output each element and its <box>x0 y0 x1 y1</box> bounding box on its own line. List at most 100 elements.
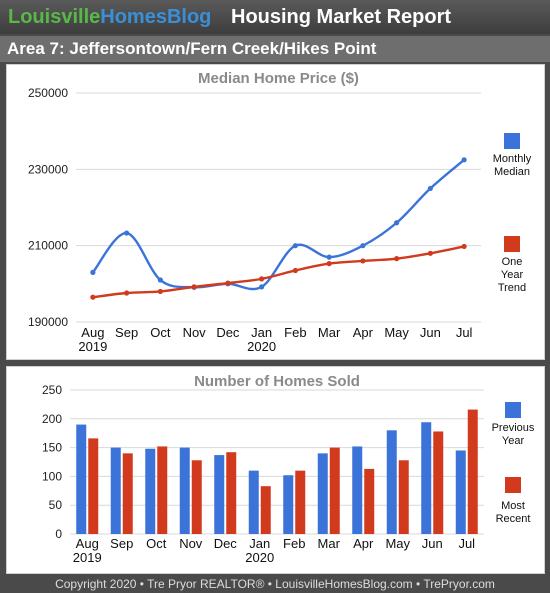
x-tick-label-feb: Feb <box>284 325 306 340</box>
data-point-monthly-median-jul <box>461 157 467 163</box>
chart-title: Number of Homes Sold <box>194 373 360 390</box>
x-tick-label-sep: Sep <box>110 536 133 551</box>
x-tick-label-jun: Jun <box>420 325 441 340</box>
legend-label-one-year-trend: Year <box>501 269 524 281</box>
logo-text-louisville: Louisville <box>8 6 101 28</box>
x-tick-label-mar: Mar <box>318 325 341 340</box>
x-year-label-2020: 2020 <box>247 339 276 354</box>
y-tick-label: 100 <box>42 469 62 483</box>
x-year-label-2019: 2019 <box>78 339 107 354</box>
bar-previous-year-jul <box>455 450 466 534</box>
legend-label-monthly-median: Monthly <box>493 153 532 165</box>
legend-swatch-monthly-median <box>504 133 520 149</box>
legend-swatch-one-year-trend <box>504 236 520 252</box>
data-point-monthly-median-jun <box>427 185 433 192</box>
data-point-monthly-median-sep <box>124 230 130 236</box>
legend-swatch-most-recent <box>505 477 521 493</box>
x-tick-label-oct: Oct <box>150 325 171 340</box>
bar-most-recent-oct <box>157 446 168 534</box>
data-point-one-year-trend-jan <box>259 276 265 282</box>
chart-title: Median Home Price ($) <box>198 70 359 87</box>
data-point-one-year-trend-jul <box>461 243 467 250</box>
y-tick-label: 150 <box>42 441 62 455</box>
homes-sold-chart: Number of Homes Sold050100150200250Aug20… <box>42 373 535 565</box>
homes-sold-chart-panel: Number of Homes Sold 0 50 100 150 200 250 Aug 20… <box>6 366 545 574</box>
data-point-one-year-trend-aug <box>90 294 96 300</box>
data-point-one-year-trend-may <box>394 256 400 262</box>
site-logo[interactable]: LouisvilleHomesBlog <box>8 0 211 34</box>
data-point-monthly-median-aug <box>90 269 96 275</box>
logo-text-homesblog: HomesBlog <box>100 6 212 28</box>
bar-previous-year-jun <box>421 422 432 534</box>
bar-most-recent-jul <box>467 409 478 534</box>
y-tick-label: 210000 <box>28 239 68 253</box>
x-tick-label-jul: Jul <box>456 325 473 340</box>
x-tick-label-may: May <box>385 536 410 551</box>
bar-most-recent-dec <box>226 452 237 534</box>
bar-most-recent-jan <box>260 486 271 534</box>
bar-most-recent-aug <box>88 438 99 534</box>
data-point-monthly-median-feb <box>292 243 298 249</box>
x-tick-label-feb: Feb <box>283 536 305 551</box>
x-tick-label-nov: Nov <box>179 536 203 551</box>
y-tick-label: 250 <box>42 383 62 397</box>
x-tick-label-jul: Jul <box>458 536 475 551</box>
bar-previous-year-mar <box>317 453 328 534</box>
bar-previous-year-oct <box>145 448 156 534</box>
median-price-chart: Median Home Price ($) 190000 210000 230000 2… <box>28 70 532 354</box>
legend-label-previous-year: Previous <box>492 422 535 434</box>
x-tick-label-oct: Oct <box>146 536 167 551</box>
data-point-monthly-median-may <box>394 220 400 226</box>
area-label: Area 7: Jeffersontown/Fern Creek/Hikes P… <box>7 39 377 58</box>
bar-previous-year-may <box>386 430 397 534</box>
x-tick-label-jan: Jan <box>249 536 270 551</box>
bar-most-recent-jun <box>433 431 444 534</box>
y-tick-label: 230000 <box>28 162 68 176</box>
bar-most-recent-may <box>398 460 409 534</box>
bar-previous-year-nov <box>179 447 190 534</box>
legend-label-most-recent: Recent <box>496 513 531 525</box>
data-point-monthly-median-jan <box>259 284 265 290</box>
x-tick-label-may: May <box>384 325 409 340</box>
bar-previous-year-dec <box>214 455 225 534</box>
bar-most-recent-apr <box>364 468 375 534</box>
data-point-one-year-trend-mar <box>326 261 332 267</box>
x-tick-label-nov: Nov <box>183 325 207 340</box>
legend-label-monthly-median: Median <box>494 166 530 178</box>
y-tick-label: 190000 <box>28 315 68 329</box>
data-point-monthly-median-oct <box>157 277 163 283</box>
bar-previous-year-jan <box>248 470 259 534</box>
x-tick-label-dec: Dec <box>214 536 238 551</box>
y-tick-label: 50 <box>49 498 63 512</box>
legend-swatch-previous-year <box>505 402 521 418</box>
report-header: LouisvilleHomesBlog Housing Market Repor… <box>0 0 550 34</box>
x-tick-label-apr: Apr <box>353 325 374 340</box>
bar-previous-year-apr <box>352 446 363 534</box>
bar-previous-year-aug <box>76 424 87 534</box>
y-tick-label: 0 <box>55 527 62 541</box>
bar-previous-year-feb <box>283 475 294 534</box>
x-tick-label-aug: Aug <box>81 325 104 340</box>
legend-label-previous-year: Year <box>502 435 525 447</box>
data-point-one-year-trend-sep <box>124 290 130 296</box>
bar-most-recent-feb <box>295 470 306 534</box>
x-tick-label-mar: Mar <box>318 536 341 551</box>
legend-label-most-recent: Most <box>501 500 525 512</box>
report-title: Housing Market Report <box>231 6 452 28</box>
bar-most-recent-sep <box>122 453 133 534</box>
area-banner: Area 7: Jeffersontown/Fern Creek/Hikes P… <box>0 36 550 62</box>
bar-previous-year-sep <box>110 447 121 534</box>
data-point-one-year-trend-feb <box>292 267 298 274</box>
x-tick-label-jun: Jun <box>422 536 443 551</box>
bar-most-recent-mar <box>329 447 340 534</box>
x-tick-label-apr: Apr <box>353 536 374 551</box>
data-point-one-year-trend-oct <box>157 288 163 295</box>
x-tick-label-aug: Aug <box>76 536 99 551</box>
data-point-one-year-trend-apr <box>360 258 366 264</box>
median-price-chart-panel: Median Home Price ($) 190000 210000 230000 2… <box>6 64 545 360</box>
x-tick-label-dec: Dec <box>216 325 240 340</box>
y-tick-label: 200 <box>42 412 62 426</box>
bar-most-recent-nov <box>191 460 202 534</box>
data-point-monthly-median-apr <box>360 243 366 249</box>
footer-copyright: Copyright 2020 • Tre Pryor REALTOR® • Lo… <box>55 577 495 591</box>
